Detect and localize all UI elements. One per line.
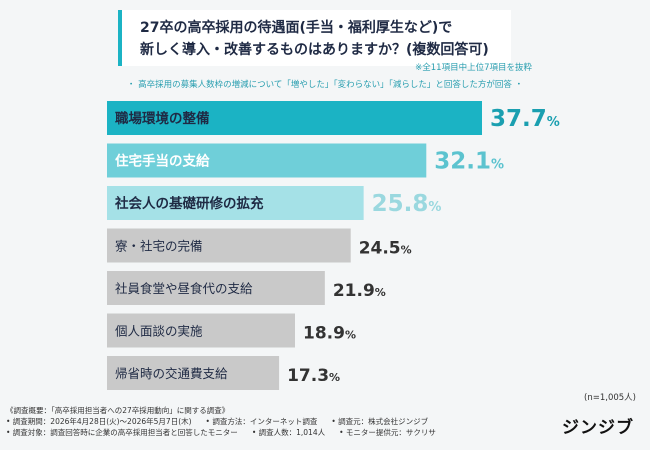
bar-7 xyxy=(107,356,280,390)
company-logo: ジンジブ xyxy=(562,418,634,438)
value-label-7: 17.3% xyxy=(287,366,340,386)
category-label-5: 社員食堂や昼食代の支給 xyxy=(115,281,253,296)
footer-method: • 調査方法：インターネット調査 xyxy=(205,417,318,426)
sample-size: (n=1,005人) xyxy=(584,393,636,403)
value-label-5: 21.9% xyxy=(333,281,386,301)
chart-title-line-1: 27卒の高卒採用の待遇面(手当・福利厚生など)で xyxy=(140,20,453,36)
footer-target: • 調査対象：調査回答時に企業の高卒採用担当者と回答したモニター xyxy=(6,428,238,437)
footer-provider: • モニター提供元：サクリサ xyxy=(339,428,436,437)
chart-title-line-2: 新しく導入・改善するものはありますか？(複数回答可) xyxy=(140,42,489,58)
footer-line-1: 《調査概要：「高卒採用担当者への27卒採用動向」に関する調査》 xyxy=(6,406,230,415)
category-label-6: 個人面談の実施 xyxy=(115,324,203,339)
survey-footer: 《調査概要：「高卒採用担当者への27卒採用動向」に関する調査》 • 調査期間：2… xyxy=(6,405,546,438)
category-label-7: 帰省時の交通費支給 xyxy=(115,366,228,381)
value-label-6: 18.9% xyxy=(303,324,356,344)
footer-period: • 調査期間：2026年4月28日(火)～2026年5月7日(木) xyxy=(6,417,192,426)
value-label-2: 32.1% xyxy=(434,149,504,175)
bar-6 xyxy=(107,313,295,348)
category-label-3: 社会人の基礎研修の拡充 xyxy=(114,195,264,212)
footer-source: • 調査元：株式会社ジンジブ xyxy=(331,417,429,426)
bar-3 xyxy=(107,186,364,220)
footer-line-3: • 調査対象：調査回答時に企業の高卒採用担当者と回答したモニター • 調査人数：1… xyxy=(6,427,546,438)
bar-4 xyxy=(107,228,351,263)
bar-5 xyxy=(107,271,325,305)
category-label-2: 住宅手当の支給 xyxy=(115,153,210,170)
value-label-4: 24.5% xyxy=(359,239,412,259)
footer-line-2: • 調査期間：2026年4月28日(火)～2026年5月7日(木) • 調査方法：… xyxy=(6,416,546,427)
value-label-3: 25.8% xyxy=(372,191,442,217)
bar-1 xyxy=(107,101,482,135)
chart-subtitle: ・ 高卒採用の募集人数枠の増減について「増やした」「変わらない」「減らした」と回… xyxy=(126,80,524,90)
chart-note: ※全11項目中上位7項目を抜粋 xyxy=(415,63,532,73)
title-box: 27卒の高卒採用の待遇面(手当・福利厚生など)で 新しく導入・改善するものはあり… xyxy=(118,10,511,66)
footer-count: • 調査人数：1,014人 xyxy=(251,428,326,437)
category-label-4: 寮・社宅の完備 xyxy=(115,239,203,254)
category-label-1: 職場環境の整備 xyxy=(115,110,210,127)
bar-2 xyxy=(107,143,427,178)
value-label-1: 37.7% xyxy=(490,106,560,132)
